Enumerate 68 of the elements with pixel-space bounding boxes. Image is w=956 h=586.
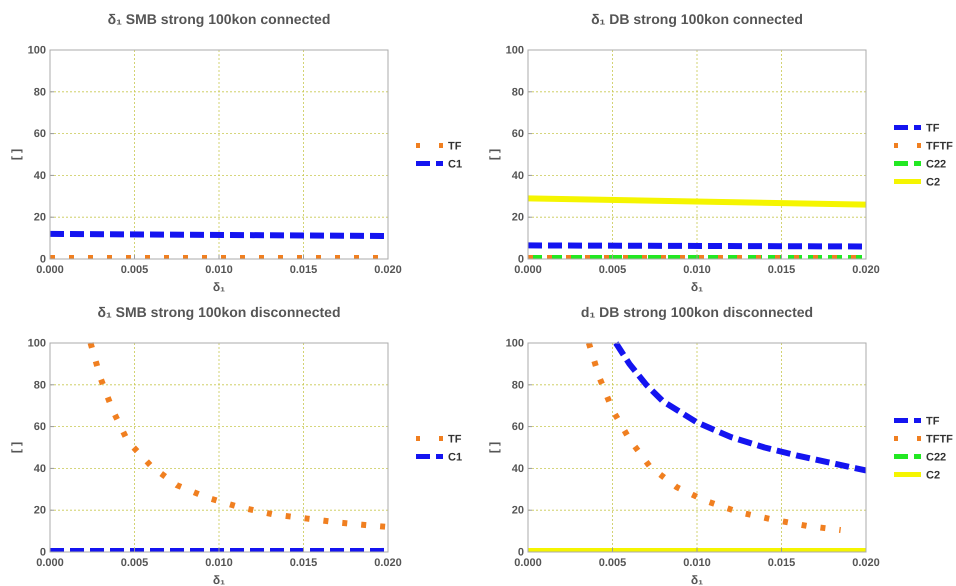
x-axis-title: δ₁ (212, 280, 226, 294)
x-tick-label: 0.015 (290, 264, 318, 276)
x-tick-label: 0.015 (768, 556, 796, 569)
y-axis-title: [ ] (487, 442, 501, 454)
x-tick-label: 0.005 (120, 264, 148, 276)
y-tick-label: 20 (34, 504, 46, 517)
x-tick-label: 0.020 (852, 556, 880, 569)
y-tick-label: 60 (512, 128, 524, 140)
y-tick-label: 40 (512, 462, 524, 475)
legend-label: C1 (448, 452, 462, 464)
x-tick-label: 0.005 (120, 556, 148, 569)
y-tick-label: 60 (34, 421, 46, 434)
x-tick-label: 0.000 (36, 264, 64, 276)
legend-label: C1 (448, 158, 462, 170)
y-tick-label: 20 (512, 504, 524, 517)
y-tick-label: 40 (34, 170, 46, 182)
legend-label: TF (926, 416, 940, 428)
chart-title: δ₁ SMB strong 100kon disconnected (98, 304, 340, 320)
x-tick-label: 0.010 (683, 556, 711, 569)
y-axis-title: [ ] (9, 148, 23, 160)
chart-title: δ₁ SMB strong 100kon connected (108, 11, 330, 27)
legend-label: C2 (926, 470, 940, 482)
y-axis-title: [ ] (487, 148, 501, 160)
y-tick-label: 80 (34, 86, 46, 98)
x-tick-label: 0.010 (205, 556, 233, 569)
y-tick-label: 0 (518, 254, 524, 266)
y-tick-label: 80 (34, 379, 46, 392)
y-tick-label: 20 (34, 212, 46, 224)
y-tick-label: 80 (512, 379, 524, 392)
x-axis-title: δ₁ (690, 573, 704, 586)
x-tick-label: 0.005 (598, 264, 626, 276)
x-tick-label: 0.000 (36, 556, 64, 569)
x-tick-label: 0.020 (852, 264, 880, 276)
legend-label: TFTF (926, 140, 954, 152)
y-tick-label: 100 (506, 338, 524, 350)
y-tick-label: 40 (512, 170, 524, 182)
x-axis-title: δ₁ (212, 573, 226, 586)
y-tick-label: 0 (40, 254, 46, 266)
y-tick-label: 60 (512, 421, 524, 434)
y-tick-label: 60 (34, 128, 46, 140)
y-tick-label: 100 (28, 44, 46, 57)
x-tick-label: 0.000 (514, 264, 542, 276)
x-tick-label: 0.015 (290, 556, 318, 569)
x-tick-label: 0.005 (598, 556, 626, 569)
legend-label: TF (448, 434, 462, 446)
x-tick-label: 0.020 (374, 556, 402, 569)
legend-label: C22 (926, 452, 946, 464)
y-tick-label: 0 (518, 546, 524, 559)
y-tick-label: 40 (34, 462, 46, 475)
x-tick-label: 0.010 (683, 264, 711, 276)
x-tick-label: 0.000 (514, 556, 542, 569)
y-tick-label: 20 (512, 212, 524, 224)
y-axis-title: [ ] (9, 442, 23, 454)
x-axis-title: δ₁ (690, 280, 704, 294)
y-tick-label: 100 (28, 338, 46, 350)
legend-label: TFTF (926, 434, 954, 446)
x-tick-label: 0.020 (374, 264, 402, 276)
y-tick-label: 100 (506, 44, 524, 57)
legend-label: C22 (926, 158, 946, 170)
x-tick-label: 0.015 (768, 264, 796, 276)
chart-title: d₁ DB strong 100kon disconnected (580, 304, 814, 320)
legend-label: TF (926, 122, 940, 134)
y-tick-label: 0 (40, 546, 46, 559)
y-tick-label: 80 (512, 86, 524, 98)
legend-label: TF (448, 140, 462, 152)
legend-label: C2 (926, 176, 940, 188)
chart-title: δ₁ DB strong 100kon connected (591, 11, 803, 27)
x-tick-label: 0.010 (205, 264, 233, 276)
